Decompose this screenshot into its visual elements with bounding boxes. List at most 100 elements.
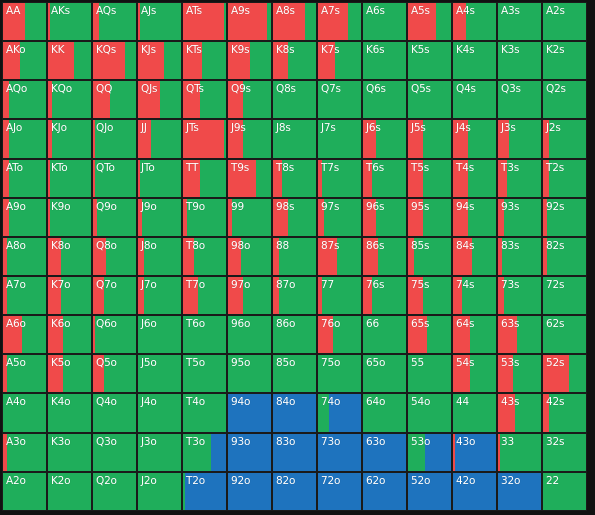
hand-cell[interactable]: 33 — [497, 432, 542, 472]
hand-cell[interactable]: J7o — [137, 275, 182, 316]
hand-cell[interactable]: 85s — [407, 236, 452, 276]
hand-cell[interactable]: JJ — [137, 119, 182, 159]
hand-cell[interactable]: A6s — [362, 2, 407, 42]
hand-cell[interactable]: QJs — [137, 80, 182, 120]
hand-cell[interactable]: J2s — [542, 119, 587, 159]
hand-cell[interactable]: KK — [47, 41, 92, 81]
hand-cell[interactable]: 76o — [317, 315, 362, 355]
hand-cell[interactable]: 42s — [542, 393, 587, 433]
hand-cell[interactable]: Q5o — [92, 354, 137, 394]
hand-cell[interactable]: K3s — [497, 41, 542, 81]
hand-cell[interactable]: KQo — [47, 80, 92, 120]
hand-cell[interactable]: QQ — [92, 80, 137, 120]
hand-cell[interactable]: TT — [182, 158, 227, 198]
hand-cell[interactable]: 53o — [407, 432, 452, 472]
hand-cell[interactable]: Q9s — [227, 80, 272, 120]
hand-cell[interactable]: 32s — [542, 432, 587, 472]
hand-cell[interactable]: J8s — [272, 119, 317, 159]
hand-cell[interactable]: 44 — [452, 393, 497, 433]
hand-cell[interactable]: T9s — [227, 158, 272, 198]
hand-cell[interactable]: 76s — [362, 275, 407, 316]
hand-cell[interactable]: K6o — [47, 315, 92, 355]
hand-cell[interactable]: AJs — [137, 2, 182, 42]
hand-cell[interactable]: AKs — [47, 2, 92, 42]
hand-cell[interactable]: 62s — [542, 315, 587, 355]
hand-cell[interactable]: 77 — [317, 275, 362, 316]
hand-cell[interactable]: J5o — [137, 354, 182, 394]
hand-cell[interactable]: A3o — [2, 432, 47, 472]
hand-cell[interactable]: 88 — [272, 236, 317, 276]
hand-cell[interactable]: Q3o — [92, 432, 137, 472]
hand-cell[interactable]: K2s — [542, 41, 587, 81]
hand-cell[interactable]: A7s — [317, 2, 362, 42]
hand-cell[interactable]: 65o — [362, 354, 407, 394]
hand-cell[interactable]: QJo — [92, 119, 137, 159]
hand-cell[interactable]: AQs — [92, 2, 137, 42]
hand-cell[interactable]: KQs — [92, 41, 137, 81]
hand-cell[interactable]: Q6s — [362, 80, 407, 120]
hand-cell[interactable]: A8o — [2, 236, 47, 276]
hand-cell[interactable]: 65s — [407, 315, 452, 355]
hand-cell[interactable]: T5o — [182, 354, 227, 394]
hand-cell[interactable]: 72s — [542, 275, 587, 316]
hand-cell[interactable]: T4o — [182, 393, 227, 433]
hand-cell[interactable]: T6o — [182, 315, 227, 355]
hand-cell[interactable]: 73o — [317, 432, 362, 472]
hand-cell[interactable]: 52s — [542, 354, 587, 394]
hand-cell[interactable]: T2o — [182, 471, 227, 511]
hand-cell[interactable]: K7s — [317, 41, 362, 81]
hand-cell[interactable]: 54o — [407, 393, 452, 433]
hand-cell[interactable]: 98o — [227, 236, 272, 276]
hand-cell[interactable]: 64o — [362, 393, 407, 433]
hand-cell[interactable]: JTo — [137, 158, 182, 198]
hand-cell[interactable]: 75o — [317, 354, 362, 394]
hand-cell[interactable]: T3s — [497, 158, 542, 198]
hand-cell[interactable]: T8o — [182, 236, 227, 276]
hand-cell[interactable]: 87o — [272, 275, 317, 316]
hand-cell[interactable]: A8s — [272, 2, 317, 42]
hand-cell[interactable]: J8o — [137, 236, 182, 276]
hand-cell[interactable]: 83o — [272, 432, 317, 472]
hand-cell[interactable]: J4s — [452, 119, 497, 159]
hand-cell[interactable]: 92o — [227, 471, 272, 511]
hand-cell[interactable]: 52o — [407, 471, 452, 511]
hand-cell[interactable]: J4o — [137, 393, 182, 433]
hand-cell[interactable]: Q4o — [92, 393, 137, 433]
hand-cell[interactable]: T3o — [182, 432, 227, 472]
hand-cell[interactable]: A3s — [497, 2, 542, 42]
hand-cell[interactable]: 74o — [317, 393, 362, 433]
hand-cell[interactable]: 43o — [452, 432, 497, 472]
hand-cell[interactable]: 96s — [362, 197, 407, 237]
hand-cell[interactable]: 53s — [497, 354, 542, 394]
hand-cell[interactable]: 94o — [227, 393, 272, 433]
hand-cell[interactable]: KTo — [47, 158, 92, 198]
hand-cell[interactable]: 86o — [272, 315, 317, 355]
hand-cell[interactable]: K9s — [227, 41, 272, 81]
hand-cell[interactable]: 42o — [452, 471, 497, 511]
hand-cell[interactable]: A6o — [2, 315, 47, 355]
hand-cell[interactable]: T4s — [452, 158, 497, 198]
hand-cell[interactable]: 63o — [362, 432, 407, 472]
hand-cell[interactable]: AQo — [2, 80, 47, 120]
hand-cell[interactable]: A7o — [2, 275, 47, 316]
hand-cell[interactable]: 72o — [317, 471, 362, 511]
hand-cell[interactable]: 93o — [227, 432, 272, 472]
hand-cell[interactable]: 66 — [362, 315, 407, 355]
hand-cell[interactable]: T5s — [407, 158, 452, 198]
hand-cell[interactable]: T9o — [182, 197, 227, 237]
hand-cell[interactable]: A2s — [542, 2, 587, 42]
hand-cell[interactable]: K2o — [47, 471, 92, 511]
hand-cell[interactable]: Q8s — [272, 80, 317, 120]
hand-cell[interactable]: J3o — [137, 432, 182, 472]
hand-cell[interactable]: Q8o — [92, 236, 137, 276]
hand-cell[interactable]: Q6o — [92, 315, 137, 355]
hand-cell[interactable]: Q9o — [92, 197, 137, 237]
hand-cell[interactable]: 63s — [497, 315, 542, 355]
hand-cell[interactable]: Q4s — [452, 80, 497, 120]
hand-cell[interactable]: K4o — [47, 393, 92, 433]
hand-cell[interactable]: 75s — [407, 275, 452, 316]
hand-cell[interactable]: A9o — [2, 197, 47, 237]
hand-cell[interactable]: 32o — [497, 471, 542, 511]
hand-cell[interactable]: K4s — [452, 41, 497, 81]
hand-cell[interactable]: 98s — [272, 197, 317, 237]
